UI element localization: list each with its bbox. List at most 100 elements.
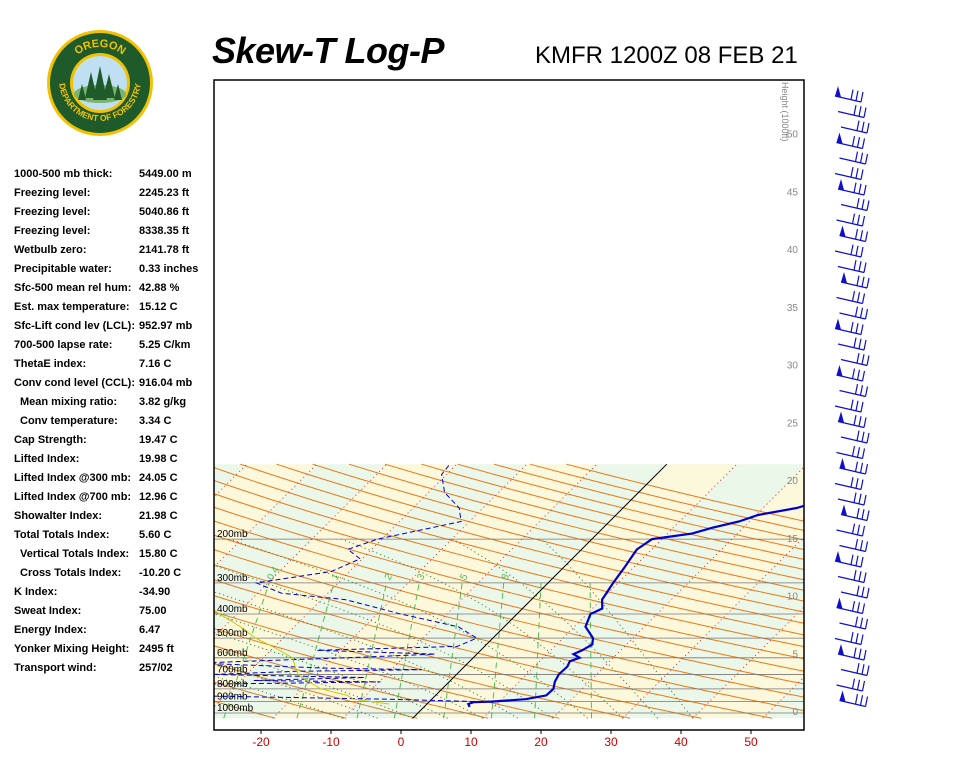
wind-barb-feather [858, 416, 862, 427]
height-tick-label: 35 [787, 303, 799, 314]
stat-row: Total Totals Index: 5.60 C [14, 529, 254, 548]
wind-barb-feather [853, 337, 857, 348]
wind-barb-feather [856, 369, 861, 380]
wind-barb-feather [866, 510, 870, 521]
wind-barb-feather [856, 197, 860, 209]
stat-label: Lifted Index @300 mb: [14, 472, 132, 484]
wind-barb-feather [851, 445, 856, 457]
wind-barb-pennant [839, 690, 846, 702]
wind-barb-feather [855, 555, 859, 566]
x-tick-label: 20 [534, 735, 548, 749]
wind-barb-feather [864, 618, 869, 630]
wind-barb-feather [866, 200, 870, 211]
plot-labels: 0.4 1 2 3 5 8200mb300mb400mb500mb600mb700mb80… [217, 82, 798, 718]
stat-label: Freezing level: [14, 206, 91, 218]
wind-barb-feather [861, 138, 866, 149]
wind-barbs [834, 86, 870, 708]
stat-label: Wetbulb zero: [14, 244, 87, 256]
height-tick-label: 5 [792, 649, 798, 660]
wind-barb-pennant [841, 504, 847, 516]
wind-barb-feather [850, 244, 854, 255]
stat-label: 700-500 lapse rate: [14, 339, 113, 351]
stat-value: 8338.35 ft [139, 225, 190, 237]
wind-barb-feather [856, 137, 861, 148]
stat-row: ThetaE index: 7.16 C [14, 358, 254, 377]
dry-adiabat-line [240, 463, 804, 613]
wind-barb-pennant [838, 644, 844, 655]
wind-barb-feather [855, 323, 859, 334]
stat-label: Conv temperature: [20, 415, 118, 427]
wind-barb-feather [858, 106, 862, 117]
stat-value: 19.98 C [139, 453, 178, 465]
parcel-profile-line [214, 609, 390, 705]
mixing-ratio-label: 5 [458, 572, 471, 583]
wind-barb-staff [840, 203, 868, 212]
wind-barb-feather [855, 245, 859, 256]
stat-label: Cross Totals Index: [20, 567, 122, 579]
wind-barb-feather [863, 107, 867, 118]
stat-label: Cap Strength: [14, 434, 87, 446]
wind-barb-feather [858, 648, 862, 659]
mixing-ratio-lines [223, 582, 593, 719]
stat-row: 1000-500 mb thick: 5449.00 m [14, 168, 254, 187]
stat-value: 5040.86 ft [139, 206, 190, 218]
temperature-band [214, 464, 317, 568]
dry-adiabat-line [214, 628, 560, 719]
stat-value: -34.90 [139, 586, 171, 598]
x-tick-label: 30 [604, 735, 618, 749]
stat-value: 6.47 [139, 624, 161, 636]
dry-adiabat-line [312, 463, 804, 591]
stat-label: Conv cond level (CCL): [14, 377, 136, 389]
wind-barb-staff [836, 684, 863, 692]
wind-barb-feather [863, 262, 867, 273]
wind-barb-feather [851, 290, 856, 302]
wind-barb-feather [861, 664, 865, 675]
wind-barb-staff [840, 513, 868, 522]
wind-barb-staff [836, 141, 863, 150]
wind-barb-feather [864, 463, 869, 475]
wind-barb-staff [836, 451, 863, 460]
moist-adiabat-line [452, 538, 659, 719]
stat-value: 21.98 C [139, 510, 178, 522]
wind-barb-feather [864, 231, 869, 242]
stat-label: Freezing level: [14, 225, 91, 237]
stat-row: Freezing level: 5040.86 ft [14, 206, 254, 225]
temperature-band [0, 464, 107, 718]
isotherm-line [0, 464, 107, 718]
wind-barb-feather [856, 507, 860, 519]
temperature-bands [0, 80, 804, 730]
wind-barb-feather [853, 647, 857, 658]
stat-value: 24.05 C [139, 472, 178, 484]
wind-barb-feather [854, 461, 859, 472]
stat-row: Lifted Index: 19.98 C [14, 453, 254, 472]
mixing-ratio-line [534, 582, 542, 719]
wind-barb-feather [854, 616, 859, 627]
wind-barb-staff [836, 529, 863, 537]
isotherm-line [0, 464, 37, 718]
stat-row: Lifted Index @700 mb: 12.96 C [14, 491, 254, 510]
zero-isotherm [412, 463, 668, 719]
wind-barb-feather [861, 680, 866, 692]
wind-barb-feather [856, 292, 861, 303]
wind-barb-staff [834, 95, 862, 103]
stat-row: Sfc-Lift cond lev (LCL): 952.97 mb [14, 320, 254, 339]
wind-barb-feather [861, 276, 865, 287]
stat-label: Transport wind: [14, 662, 97, 674]
mixing-ratio-line [223, 582, 270, 719]
stat-row: Energy Index: 6.47 [14, 624, 254, 643]
dry-adiabat-line [214, 611, 631, 719]
wind-barb-staff [836, 296, 863, 305]
moist-adiabat-line [214, 632, 448, 719]
wind-barb-staff [839, 389, 866, 398]
isotherm-line [482, 463, 738, 719]
temperature-profile-line [466, 504, 804, 708]
wind-barb-feather [860, 246, 864, 258]
wind-barb-feather [859, 230, 864, 241]
wind-barb-feather [850, 631, 854, 643]
wind-barb-feather [859, 462, 864, 473]
stat-row: Showalter Index: 21.98 C [14, 510, 254, 529]
wind-barb-staff [839, 544, 866, 553]
height-tick-label: 40 [787, 245, 799, 256]
stat-value: 916.04 mb [139, 377, 193, 389]
wind-barb-staff [840, 358, 868, 367]
